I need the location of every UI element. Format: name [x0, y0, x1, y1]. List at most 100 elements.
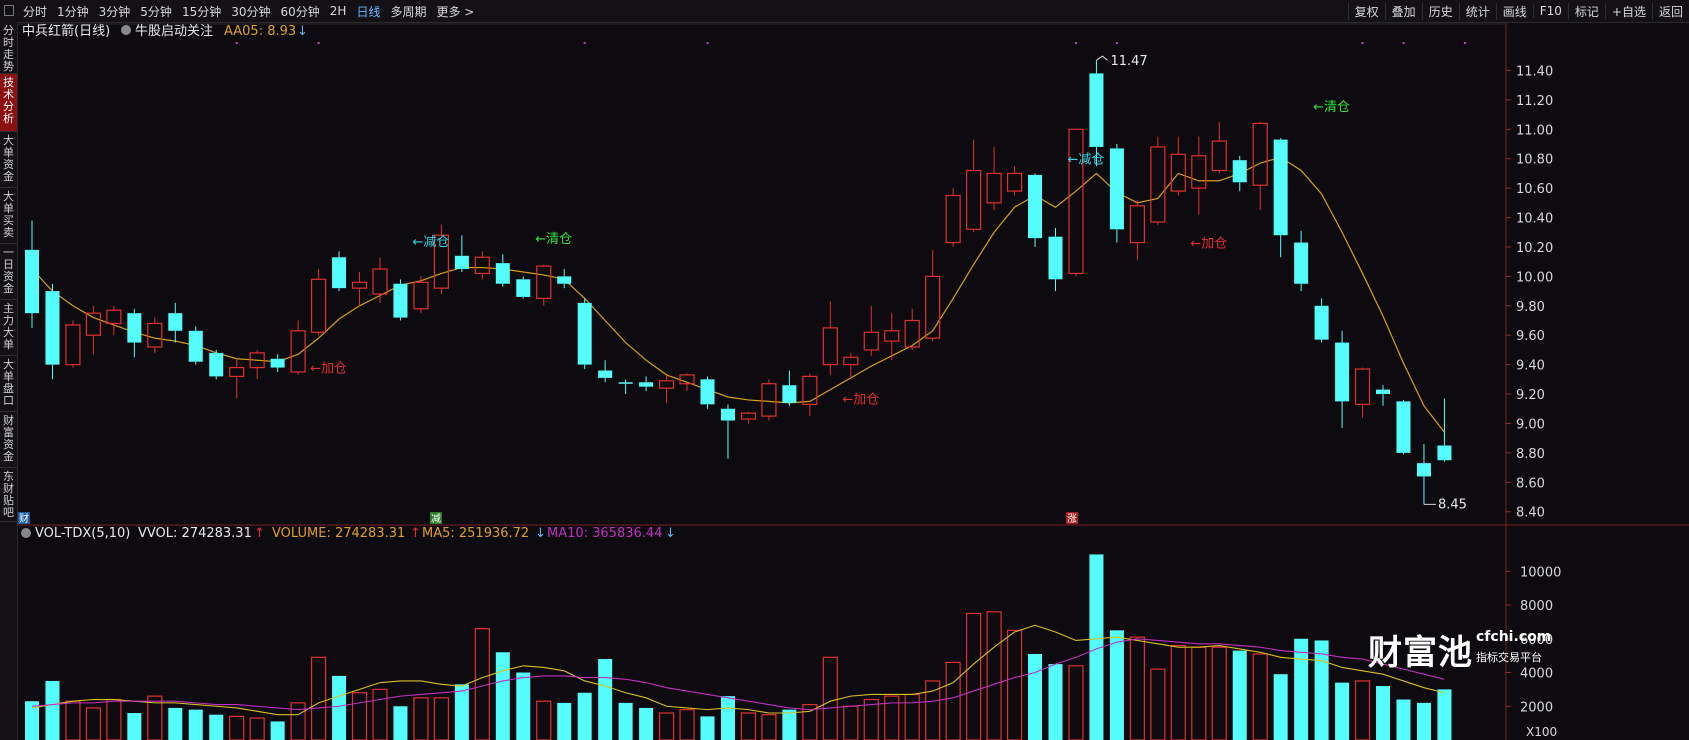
tool-button[interactable]: +自选 — [1604, 2, 1652, 20]
signal-dot — [706, 42, 709, 44]
period-tab[interactable]: 3分钟 — [98, 4, 131, 19]
volume-bar — [802, 703, 818, 740]
candle — [270, 354, 285, 372]
price-tick-label: 11.20 — [1516, 94, 1553, 109]
volume-tick-label: 6000 — [1520, 633, 1553, 648]
candle — [209, 349, 224, 380]
side-tab[interactable]: 分时走势 — [0, 22, 17, 74]
period-tabs: 分时 1分钟 3分钟 5分钟 15分钟 30分钟 60分钟 2H 日线 多周期 更多 > — [18, 0, 479, 22]
aa05-arrow: ↓ — [297, 24, 308, 39]
volume-bars — [25, 554, 1452, 740]
candle — [884, 313, 900, 361]
side-tab[interactable]: 一日资金 — [0, 244, 17, 300]
volume-bar — [986, 611, 1002, 740]
signal-annotations: 11.47 8.45 ←加仓 ←减仓 ←清仓 ←加仓 ←减仓 ←加仓 ←清仓 — [310, 54, 1467, 512]
candle-body — [413, 281, 429, 310]
candle-body — [1191, 155, 1207, 189]
vol-indicator-name: VOL-TDX(5,10) — [35, 526, 130, 541]
vvol-arrow: ↑ — [254, 526, 265, 541]
layout-toggle-icon[interactable] — [4, 5, 14, 16]
volume-unit: X100 — [1526, 725, 1557, 739]
volume-bar — [1376, 686, 1391, 740]
candle-body — [679, 374, 695, 385]
volume-bar — [433, 697, 449, 740]
side-tab[interactable]: 大单买卖 — [0, 188, 17, 244]
volume-bar — [843, 705, 859, 740]
volume-bar — [863, 698, 879, 740]
candle-body — [1068, 128, 1084, 275]
period-tab[interactable]: 2H — [329, 4, 347, 18]
candle — [536, 264, 552, 306]
period-tab[interactable]: 分时 — [23, 4, 48, 19]
logo-domain: cfchi.com — [1476, 629, 1552, 645]
period-tab[interactable]: 多周期 — [390, 4, 427, 19]
price-tick-label: 9.00 — [1516, 417, 1545, 432]
volume-bar — [147, 695, 163, 740]
candle-body — [1211, 140, 1227, 172]
volume-bar — [454, 684, 469, 740]
candle — [25, 220, 39, 328]
price-axis: 11.40 11.20 11.00 10.80 10.60 10.40 10.20 10.00… — [1506, 64, 1553, 521]
tool-button[interactable]: 历史 — [1421, 2, 1459, 20]
side-tab[interactable]: 大单盘口 — [0, 356, 17, 412]
tool-button[interactable]: 返回 — [1651, 2, 1689, 20]
candle — [1028, 173, 1043, 247]
volume-bar — [1437, 689, 1452, 740]
signal-dot — [1402, 42, 1405, 44]
price-tick-label: 10.80 — [1516, 153, 1553, 168]
candle-body — [1273, 139, 1288, 236]
tool-button[interactable]: 标记 — [1567, 2, 1605, 20]
candle — [229, 358, 245, 399]
candle-body — [209, 352, 224, 377]
period-tab[interactable]: 60分钟 — [280, 4, 320, 19]
candle — [332, 251, 347, 292]
volume-bar — [1068, 665, 1084, 740]
vol-settings-icon[interactable] — [21, 528, 31, 538]
ma-line — [31, 156, 1445, 433]
side-tab[interactable]: 大单资金 — [0, 132, 17, 188]
period-tab[interactable]: 更多 > — [436, 4, 475, 19]
period-tab[interactable]: 15分钟 — [181, 4, 222, 19]
candle — [761, 379, 777, 421]
price-tick-label: 11.40 — [1516, 64, 1553, 79]
tool-button[interactable]: 统计 — [1458, 2, 1496, 20]
signal-jian: 减 — [431, 513, 441, 525]
candle — [1006, 166, 1023, 196]
candle — [1191, 136, 1207, 215]
period-tab[interactable]: 30分钟 — [231, 4, 271, 19]
side-tab[interactable]: 财富资金 — [0, 412, 17, 468]
volume-bar — [700, 716, 715, 740]
candle-body — [884, 330, 900, 342]
candle-body — [45, 291, 60, 365]
candle — [700, 376, 715, 409]
volume-bar — [168, 707, 183, 740]
side-tab[interactable]: 技术分析 — [0, 74, 17, 132]
side-tab[interactable]: 主力大单 — [0, 300, 17, 356]
candle — [577, 298, 592, 370]
candle-body — [802, 375, 818, 405]
candle — [351, 271, 368, 306]
candle-body — [1354, 368, 1371, 405]
volume-bar — [1252, 653, 1268, 740]
volume-bar — [413, 697, 429, 740]
tool-button[interactable]: 画线 — [1495, 2, 1533, 20]
candle — [1314, 298, 1329, 343]
ma-polyline — [31, 156, 1445, 433]
volume-bar — [332, 675, 347, 740]
candle — [393, 279, 408, 321]
volume-bar — [557, 702, 572, 740]
kline-chart[interactable]: 11.47 8.45 ←加仓 ←减仓 ←清仓 ←加仓 ←减仓 ←加仓 ←清仓 11.40 11.2… — [18, 22, 1689, 740]
indicator-settings-icon[interactable] — [121, 25, 131, 35]
volume-ma5-line — [31, 624, 1445, 716]
period-tab[interactable]: 1分钟 — [57, 4, 89, 19]
volume-bar — [598, 659, 613, 740]
tool-button[interactable]: 叠加 — [1384, 2, 1422, 20]
period-tab[interactable]: 日线 — [356, 4, 381, 19]
tool-button[interactable]: F10 — [1532, 4, 1568, 18]
volume-bar — [577, 692, 592, 740]
period-tab[interactable]: 5分钟 — [140, 4, 172, 19]
candle-body — [966, 169, 982, 230]
tool-button[interactable]: 复权 — [1347, 2, 1385, 20]
candle-body — [229, 366, 245, 377]
side-tab[interactable]: 东财贴吧 — [0, 468, 17, 522]
